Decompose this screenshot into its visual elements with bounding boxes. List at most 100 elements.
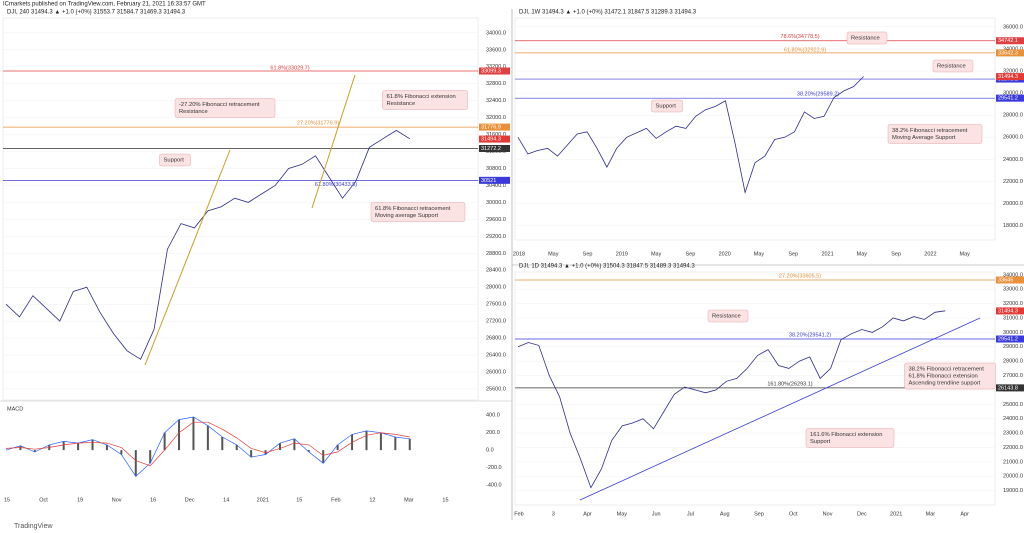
macd-bar (62, 441, 65, 451)
x-tick-label: Mar (926, 511, 936, 517)
macd-bar (278, 443, 281, 451)
x-tick-label: Feb (331, 497, 340, 503)
annotation-box (846, 31, 888, 45)
macd-bar (149, 450, 152, 464)
y-tick-label: 32000.0 (1003, 301, 1023, 307)
y-tick-label: 25000.0 (1003, 402, 1023, 408)
annotation-box (174, 98, 276, 118)
x-tick-label: Nov (112, 497, 122, 503)
y-tick-label: 19000.0 (1003, 488, 1023, 494)
x-tick-label: Mar (404, 497, 414, 503)
price-tag (996, 335, 1024, 343)
y-tick-label: 33200.0 (486, 64, 506, 70)
price-tag-label: 34742.1 (998, 38, 1018, 44)
y-tick-label: 27200.0 (486, 319, 506, 325)
y-tick-label: 30000.0 (1003, 330, 1023, 336)
annotation-text: Moving Average Support (892, 135, 956, 141)
macd-bar (91, 439, 94, 451)
x-tick-label: May (617, 511, 628, 517)
x-tick-label: 15 (442, 497, 448, 503)
level-label: 38.20%(29541.2) (789, 332, 831, 338)
y-tick-label: 29200.0 (486, 234, 506, 240)
price-tag-label: 29541.2 (998, 336, 1018, 342)
price-tag-label: 31776.9 (481, 125, 501, 131)
y-tick-label: 22000.0 (1003, 179, 1023, 185)
macd-bar (365, 430, 368, 451)
y-tick-label: 18000.0 (1003, 223, 1023, 229)
price-tag-label: 29541.2 (998, 96, 1018, 102)
y-tick-label: 28000.0 (1003, 113, 1023, 119)
x-tick-label: Apr (583, 511, 592, 517)
y-tick-label: 26000.0 (486, 369, 506, 375)
price-tag (479, 176, 510, 184)
x-tick-label: 2020 (719, 251, 731, 257)
chart-title: DJI, 240 31494.3 ▲ +1.0 (+0%) 31553.7 31… (7, 10, 186, 16)
y-tick-label: 21000.0 (1003, 459, 1023, 465)
y-tick-label: 32400.0 (486, 98, 506, 104)
x-tick-label: 3 (552, 511, 555, 517)
trend-line (579, 317, 981, 501)
x-tick-label: Sep (788, 251, 798, 257)
trend-arrow (311, 74, 356, 209)
x-tick-label: 2021 (890, 511, 902, 517)
y-tick-label: 26400.0 (486, 353, 506, 359)
y-tick-label: 400.0 (486, 413, 500, 419)
y-tick-label: 200.0 (486, 430, 500, 436)
y-tick-label: 30400.0 (486, 183, 506, 189)
price-tag (996, 276, 1024, 284)
level-label: 78.6%(34778.5) (780, 34, 819, 40)
x-tick-label: 16 (150, 497, 156, 503)
pane (514, 17, 996, 241)
annotation-box (805, 428, 895, 448)
price-tag (479, 144, 510, 152)
macd-bar (394, 437, 397, 451)
level-label: 61.80%(32922.9) (784, 47, 826, 53)
annotation-box (932, 59, 974, 73)
x-tick-label: 14 (223, 497, 229, 503)
price-tag (996, 94, 1024, 102)
annotation-text: Resistance (179, 109, 208, 115)
x-tick-label: 2021 (257, 497, 269, 503)
y-tick-label: 20000.0 (1003, 474, 1023, 480)
macd-bar (120, 450, 123, 455)
y-tick-label: 29600.0 (486, 217, 506, 223)
x-tick-label: Dec (185, 497, 195, 503)
x-tick-label: Dec (857, 511, 867, 517)
price-line (5, 129, 411, 360)
macd-bar (307, 450, 310, 452)
y-tick-label: 25600.0 (486, 386, 506, 392)
price-tag-label: 30521 (481, 178, 496, 184)
header: ICmarkets published on TradingView.com, … (3, 2, 206, 8)
y-tick-label: 33000.0 (1003, 287, 1023, 293)
x-tick-label: 15 (296, 497, 302, 503)
price-tag (996, 384, 1024, 392)
y-tick-label: 31200.0 (486, 149, 506, 155)
y-tick-label: 24000.0 (1003, 157, 1023, 163)
macd-bar (206, 425, 209, 451)
annotation-box (707, 309, 749, 323)
y-tick-label: 30000.0 (1003, 91, 1023, 97)
pane (2, 17, 479, 401)
annotation-text: Resistance (851, 36, 880, 42)
price-tag (996, 49, 1024, 57)
macd-bar (293, 438, 296, 451)
x-tick-label: Apr (960, 511, 969, 517)
macd-bar (250, 450, 253, 458)
price-tag-label: 31272.2 (481, 146, 501, 152)
x-tick-label: Sep (686, 251, 696, 257)
x-tick-label: 2022 (924, 251, 936, 257)
macd-bar (379, 432, 382, 451)
macd-line (5, 416, 410, 477)
macd-bar (134, 450, 137, 477)
level-label: 61.8%(33029.7) (270, 65, 309, 71)
macd-bar (19, 445, 22, 451)
macd-bar (192, 416, 195, 451)
annotation-text: Ascending trendline support (909, 381, 981, 387)
x-tick-label: Aug (720, 511, 730, 517)
x-tick-label: 2018 (513, 251, 525, 257)
price-tag (479, 135, 510, 143)
y-tick-label: 0.0 (486, 448, 494, 454)
level-label: 61.80%(30433.5) (315, 182, 357, 188)
y-tick-label: 32000.0 (486, 115, 506, 121)
